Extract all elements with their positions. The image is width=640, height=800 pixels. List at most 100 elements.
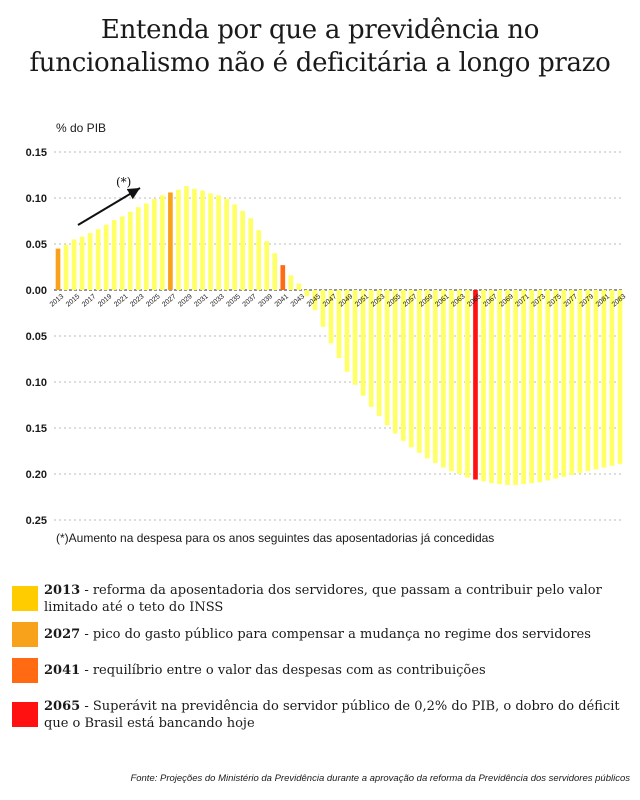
bar-2068 (497, 290, 502, 485)
x-tick-label: 2019 (97, 293, 114, 308)
bar-2017 (87, 232, 93, 290)
bar-2056 (400, 290, 406, 441)
legend-item-2013: 2013 - reforma da aposentadoria dos serv… (12, 582, 637, 616)
chart-title-line-2: funcionalismo não é deficitária a longo … (29, 48, 611, 78)
legend-year: 2027 (44, 627, 81, 642)
x-tick-label: 2039 (258, 293, 275, 308)
y-tick-label: 0.05 (26, 331, 47, 343)
x-tick-label: 2017 (81, 293, 98, 308)
x-tick-label: 2025 (145, 293, 162, 308)
x-tick-label: 2023 (129, 293, 146, 308)
bar-2077 (569, 290, 575, 475)
bar-2065 (473, 290, 478, 480)
x-tick-label: 2015 (65, 293, 82, 308)
bar-2049 (344, 290, 350, 372)
x-tick-label: 2029 (177, 293, 194, 308)
legend-year: 2041 (44, 663, 81, 678)
bar-2048 (336, 290, 342, 359)
bar-2042 (288, 275, 294, 290)
y-tick-label: 0.15 (26, 423, 47, 435)
bar-2073 (537, 290, 543, 483)
bar-2022 (127, 211, 133, 290)
bar-2046 (320, 290, 326, 327)
y-tick-label: 0.20 (26, 469, 47, 481)
bar-2021 (119, 216, 125, 290)
x-tick-label: 2027 (161, 293, 178, 308)
bar-2019 (103, 224, 109, 290)
bar-2025 (152, 198, 157, 290)
x-tick-label: 2021 (113, 293, 130, 308)
legend-year: 2013 (44, 583, 81, 598)
bar-2047 (328, 290, 334, 344)
bar-2023 (135, 207, 141, 290)
bar-2028 (176, 189, 181, 290)
bar-2076 (561, 290, 567, 477)
bar-2031 (200, 190, 205, 290)
bar-2036 (240, 210, 245, 290)
bar-2066 (481, 290, 486, 482)
y-tick-label: 0.25 (26, 515, 47, 525)
bar-2058 (416, 290, 422, 453)
bar-2041 (280, 265, 286, 290)
bar-2032 (208, 193, 213, 290)
bar-2015 (71, 239, 77, 290)
y-tick-label: 0.15 (26, 147, 47, 159)
legend-swatch-2013 (12, 586, 38, 611)
bar-2030 (192, 188, 197, 290)
bar-2020 (111, 220, 117, 290)
bar-2035 (232, 204, 237, 290)
bar-2078 (577, 290, 583, 474)
source-note: Fonte: Projeções do Ministério da Previd… (130, 773, 630, 784)
legend-text: - requilíbrio entre o valor das despesas… (80, 663, 486, 678)
bar-chart: % do PIB 0.15 0.10 0.05 0.00 0.05 0.10 0.15 0.20… (26, 121, 628, 525)
y-tick-label: 0.05 (26, 239, 47, 251)
bar-2045 (312, 290, 318, 311)
bar-2053 (376, 290, 382, 417)
bar-2016 (79, 236, 85, 290)
bar-2074 (545, 290, 551, 481)
y-tick-label: 0.10 (26, 377, 47, 389)
x-tick-label: 2031 (193, 293, 210, 308)
legend-text: - Superávit na previdência do servidor p… (44, 699, 620, 731)
legend: 2013 - reforma da aposentadoria dos serv… (12, 582, 637, 732)
bar-2039 (264, 241, 270, 290)
y-tick-label: 0.10 (26, 193, 47, 205)
chart-title-line-1: Entenda por que a previdência no (100, 15, 540, 45)
legend-swatch-2027 (12, 622, 38, 647)
x-tick-label: 2013 (49, 293, 66, 308)
bar-2061 (441, 290, 446, 468)
x-tick-label: 2035 (225, 293, 242, 308)
bar-2018 (95, 229, 101, 290)
legend-swatch-2041 (12, 658, 38, 683)
legend-item-2041: 2041 - requilíbrio entre o valor das des… (12, 658, 637, 690)
bar-2080 (593, 290, 599, 470)
legend-item-2027: 2027 - pico do gasto público para compen… (12, 622, 637, 654)
trend-arrow (77, 187, 141, 226)
bar-2079 (585, 290, 591, 472)
bar-2029 (184, 186, 189, 290)
x-tick-label: 2041 (274, 293, 291, 308)
bar-2051 (360, 290, 366, 396)
arrow-annotation: (*) (116, 175, 131, 189)
bar-2038 (256, 230, 262, 290)
bar-2050 (352, 290, 358, 385)
bar-2027 (168, 192, 173, 290)
bar-2044 (304, 290, 310, 297)
bar-2014 (63, 244, 69, 290)
legend-item-2065: 2065 - Superávit na previdência do servi… (12, 698, 637, 732)
bar-2069 (505, 290, 510, 486)
y-tick-label: 0.00 (26, 285, 47, 297)
bar-2070 (513, 290, 518, 486)
legend-text: - reforma da aposentadoria dos servidore… (44, 583, 602, 615)
bar-2052 (368, 290, 374, 407)
bar-2040 (272, 253, 278, 290)
y-axis-label: % do PIB (56, 121, 106, 135)
bar-2064 (465, 290, 470, 478)
legend-swatch-2065 (12, 702, 38, 727)
x-tick-label: 2033 (209, 293, 226, 308)
bar-2033 (216, 195, 221, 290)
bar-2083 (617, 290, 623, 464)
chart-footnote: (*)Aumento na despesa para os anos segui… (56, 531, 495, 545)
legend-year: 2065 (44, 699, 81, 714)
bar-2059 (424, 290, 430, 459)
